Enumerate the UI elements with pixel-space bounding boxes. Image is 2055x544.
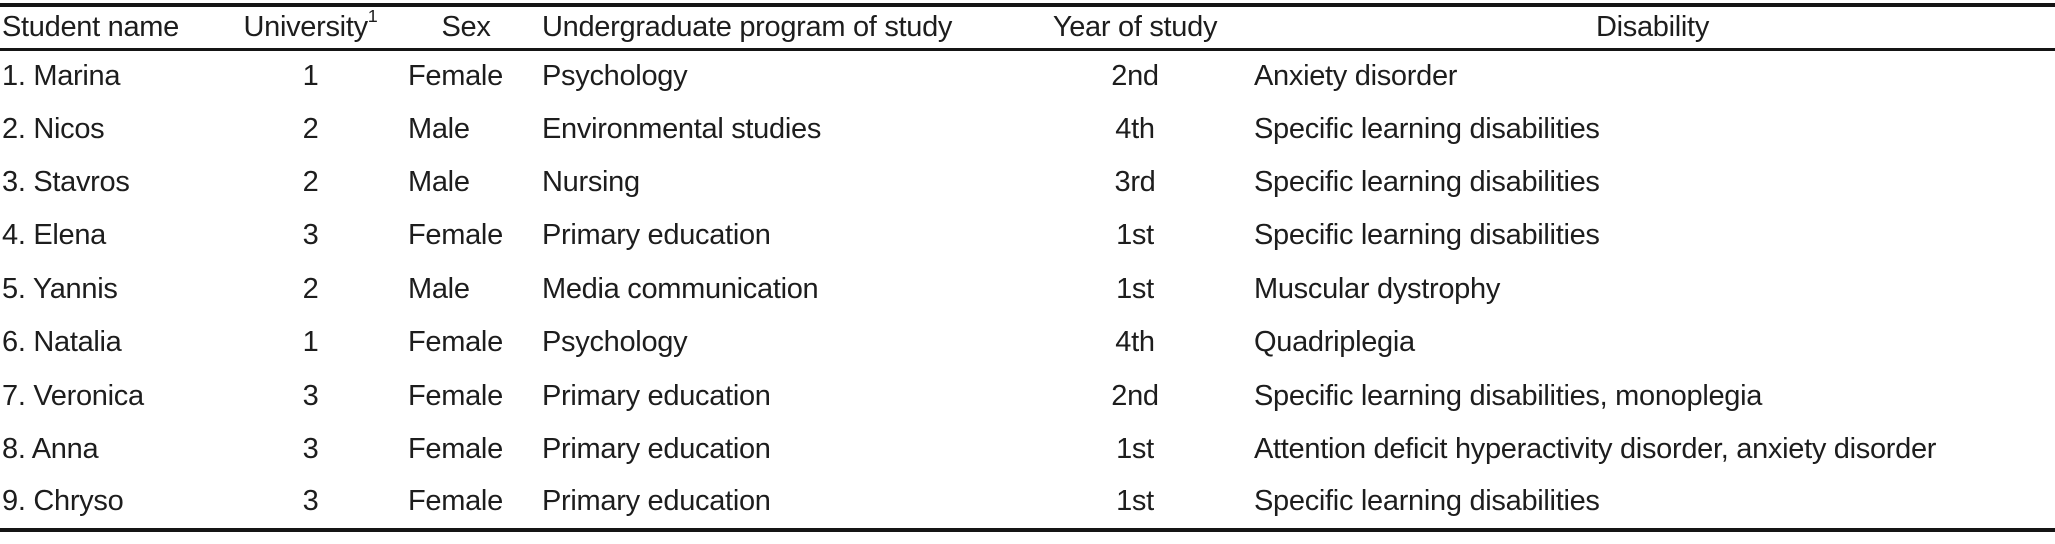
- cell-university: 3: [302, 485, 319, 518]
- cell-year-of-study: 4th: [1115, 112, 1155, 145]
- cell-university: 3: [302, 432, 319, 465]
- cell-disability: Specific learning disabilities: [1254, 219, 1600, 252]
- cell-disability: Specific learning disabilities: [1254, 485, 1600, 518]
- cell-student-name: 1. Marina: [2, 59, 121, 92]
- cell-university: 1: [302, 59, 319, 92]
- cell-year-of-study: 1st: [1116, 485, 1154, 518]
- cell-sex: Female: [408, 326, 503, 359]
- cell-university: 1: [302, 326, 319, 359]
- column-header-year-of-study: Year of study: [1020, 5, 1250, 49]
- cell-disability: Specific learning disabilities: [1254, 112, 1600, 145]
- cell-year-of-study: 2nd: [1111, 379, 1159, 412]
- column-header-label: Year of study: [1052, 10, 1218, 43]
- cell-disability: Anxiety disorder: [1254, 59, 1458, 92]
- cell-university: 2: [302, 165, 319, 198]
- cell-student-name: 5. Yannis: [2, 272, 118, 305]
- cell-sex: Male: [408, 165, 470, 198]
- header-row: Student name University1 Sex Undergraduate …: [0, 5, 2055, 49]
- cell-undergraduate-program-of-study: Primary education: [542, 219, 771, 252]
- cell-year-of-study: 3rd: [1114, 165, 1156, 198]
- participants-table: Student name University1 Sex Undergraduate …: [0, 3, 2055, 532]
- cell-undergraduate-program-of-study: Environmental studies: [542, 112, 822, 145]
- cell-student-name: 7. Veronica: [2, 379, 144, 412]
- table-row: 8. Anna 3 Female Primary education 1st Attent…: [0, 423, 2055, 476]
- cell-student-name: 4. Elena: [2, 219, 107, 252]
- cell-year-of-study: 4th: [1115, 326, 1155, 359]
- cell-disability: Muscular dystrophy: [1254, 272, 1501, 305]
- table-row: 9. Chryso 3 Female Primary education 1st Spec…: [0, 476, 2055, 529]
- cell-student-name: 2. Nicos: [2, 112, 105, 145]
- table-row: 5. Yannis 2 Male Media communication 1st Musc…: [0, 263, 2055, 316]
- footnote-marker: 1: [367, 6, 378, 27]
- cell-sex: Female: [408, 432, 503, 465]
- table-row: 1. Marina 1 Female Psychology 2nd Anxiety dis…: [0, 49, 2055, 102]
- table-row: 7. Veronica 3 Female Primary education 2nd Sp…: [0, 369, 2055, 422]
- column-header-label: University: [243, 10, 368, 43]
- cell-university: 3: [302, 379, 319, 412]
- column-header-label: Student name: [2, 10, 179, 43]
- cell-undergraduate-program-of-study: Media communication: [542, 272, 819, 305]
- column-header-undergraduate-program-of-study: Undergraduate program of study: [542, 5, 1020, 49]
- cell-sex: Male: [408, 272, 470, 305]
- cell-undergraduate-program-of-study: Primary education: [542, 379, 771, 412]
- column-header-university: University1: [231, 5, 390, 49]
- cell-sex: Female: [408, 59, 503, 92]
- cell-year-of-study: 1st: [1116, 272, 1154, 305]
- cell-sex: Female: [408, 485, 503, 518]
- cell-year-of-study: 1st: [1116, 432, 1154, 465]
- cell-student-name: 8. Anna: [2, 432, 99, 465]
- table-row: 2. Nicos 2 Male Environmental studies 4th Spe…: [0, 102, 2055, 155]
- cell-disability: Quadriplegia: [1254, 326, 1415, 359]
- cell-student-name: 9. Chryso: [2, 485, 124, 518]
- table-row: 3. Stavros 2 Male Nursing 3rd Specific learni…: [0, 156, 2055, 209]
- cell-student-name: 6. Natalia: [2, 326, 122, 359]
- cell-sex: Female: [408, 219, 503, 252]
- table-body: 1. Marina 1 Female Psychology 2nd Anxiety dis…: [0, 49, 2055, 530]
- table-row: 4. Elena 3 Female Primary education 1st Speci…: [0, 209, 2055, 262]
- column-header-disability: Disability: [1250, 5, 2055, 49]
- cell-disability: Specific learning disabilities: [1254, 165, 1600, 198]
- cell-year-of-study: 1st: [1116, 219, 1154, 252]
- cell-undergraduate-program-of-study: Primary education: [542, 432, 771, 465]
- cell-year-of-study: 2nd: [1111, 59, 1159, 92]
- cell-disability: Specific learning disabilities, monopleg…: [1254, 379, 1763, 412]
- cell-university: 3: [302, 219, 319, 252]
- cell-sex: Male: [408, 112, 470, 145]
- column-header-student-name: Student name: [0, 5, 231, 49]
- cell-student-name: 3. Stavros: [2, 165, 130, 198]
- cell-undergraduate-program-of-study: Primary education: [542, 485, 771, 518]
- column-header-label: Sex: [441, 10, 491, 43]
- cell-undergraduate-program-of-study: Nursing: [542, 165, 640, 198]
- cell-sex: Female: [408, 379, 503, 412]
- cell-disability: Attention deficit hyperactivity disorder…: [1254, 432, 1937, 465]
- column-header-label: Disability: [1595, 10, 1710, 43]
- cell-undergraduate-program-of-study: Psychology: [542, 59, 688, 92]
- cell-undergraduate-program-of-study: Psychology: [542, 326, 688, 359]
- column-header-sex: Sex: [390, 5, 542, 49]
- column-header-label: Undergraduate program of study: [542, 10, 953, 43]
- cell-university: 2: [302, 272, 319, 305]
- table-row: 6. Natalia 1 Female Psychology 4th Quadripleg…: [0, 316, 2055, 369]
- cell-university: 2: [302, 112, 319, 145]
